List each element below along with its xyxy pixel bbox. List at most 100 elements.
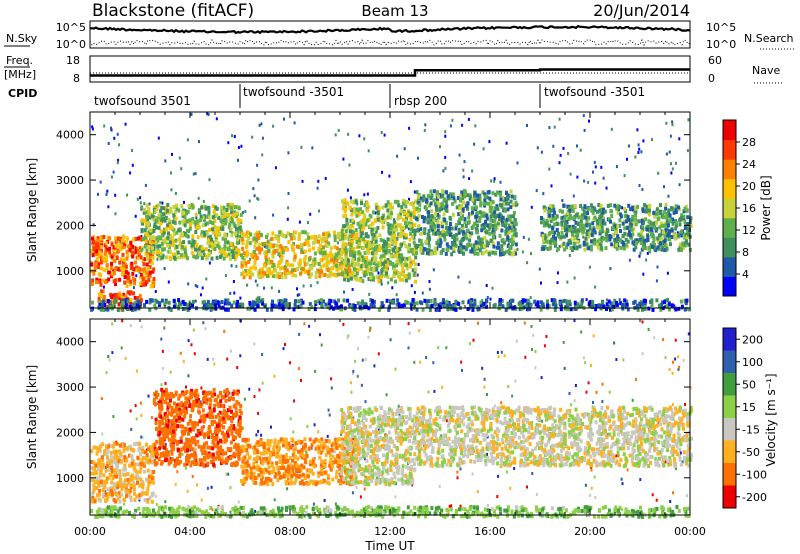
scatter-cell (214, 238, 218, 243)
scatter-cell (335, 246, 339, 251)
scatter-cell (253, 260, 257, 265)
beam-title: Beam 13 (361, 2, 428, 20)
scatter-cell (323, 251, 327, 255)
scatter-cell (134, 268, 138, 273)
scatter-cell (502, 251, 506, 256)
scatter-cell (542, 219, 546, 224)
scatter-cell (661, 223, 664, 228)
scatter-cell (92, 271, 96, 276)
scatter-cell (433, 202, 437, 207)
noise-point (303, 514, 306, 518)
scatter-cell (466, 201, 470, 206)
scatter-cell (355, 245, 359, 250)
scatter-cell (628, 229, 631, 234)
scatter-cell (668, 213, 672, 218)
scatter-cell (389, 254, 393, 259)
scatter-cell (119, 257, 123, 262)
scatter-cell (295, 244, 299, 249)
scatter-cell (327, 231, 330, 236)
noise-point (328, 413, 331, 417)
scatter-cell (580, 216, 584, 221)
noise-point (174, 192, 177, 195)
noise-point (493, 177, 496, 181)
scatter-cell (396, 298, 400, 303)
scatter-cell (658, 238, 662, 243)
scatter-cell (329, 246, 333, 251)
scatter-cell (294, 230, 297, 235)
scatter-cell (176, 255, 180, 260)
scatter-cell (267, 271, 271, 276)
scatter-cell (104, 254, 108, 259)
scatter-cell (355, 240, 359, 245)
noise-point (623, 174, 626, 178)
scatter-cell (602, 207, 605, 212)
noise-point (515, 339, 518, 343)
scatter-cell (407, 243, 411, 248)
scatter-cell (352, 210, 356, 215)
scatter-cell (470, 206, 474, 211)
scatter-cell (280, 251, 284, 256)
scatter-cell (112, 271, 116, 276)
scatter-cell (487, 201, 490, 206)
scatter-cell (427, 214, 431, 219)
scatter-cell (367, 261, 371, 266)
scatter-cell (426, 217, 430, 222)
scatter-cell (667, 208, 671, 213)
noise-point (106, 189, 109, 193)
noise-point (582, 235, 585, 239)
scatter-cell (395, 259, 399, 264)
scatter-cell (506, 235, 510, 240)
scatter-cell (465, 193, 469, 198)
scatter-cell (475, 214, 479, 219)
scatter-cell (462, 200, 466, 205)
scatter-cell (498, 252, 502, 257)
scatter-cell (345, 264, 349, 269)
noise-point (540, 281, 542, 285)
scatter-cell (600, 214, 603, 219)
scatter-cell (91, 253, 95, 258)
noise-point (254, 509, 257, 513)
scatter-cell (631, 240, 635, 245)
scatter-cell (572, 216, 576, 221)
scatter-cell (651, 241, 655, 245)
noise-point (440, 434, 443, 438)
scatter-cell (271, 231, 275, 236)
scatter-cell (356, 221, 360, 226)
scatter-cell (402, 217, 405, 222)
scatter-cell (649, 224, 653, 229)
scatter-cell (135, 299, 139, 304)
scatter-cell (507, 201, 511, 206)
scatter-cell (257, 299, 261, 304)
scatter-cell (358, 242, 362, 247)
scatter-cell (511, 228, 514, 233)
scatter-cell (372, 304, 376, 309)
noise-point (410, 284, 413, 288)
scatter-cell (483, 198, 487, 203)
scatter-cell (110, 469, 114, 474)
scatter-cell (566, 204, 570, 209)
noise-point (136, 197, 139, 201)
scatter-cell (280, 266, 284, 271)
scatter-cell (287, 240, 291, 245)
noise-point (433, 389, 436, 393)
scatter-cell (340, 199, 344, 204)
scatter-cell (568, 208, 572, 213)
scatter-cell (129, 279, 133, 284)
scatter-cell (262, 263, 266, 268)
scatter-cell (479, 201, 483, 205)
noise-point (441, 385, 444, 389)
scatter-cell (634, 245, 638, 250)
scatter-cell (313, 234, 316, 239)
scatter-cell (325, 261, 329, 266)
scatter-cell (413, 207, 417, 211)
scatter-cell (374, 202, 378, 207)
scatter-cell (423, 197, 427, 202)
scatter-cell (308, 248, 311, 253)
noise-point (237, 500, 240, 504)
power-scatter (90, 112, 693, 312)
noise-point (621, 482, 624, 486)
scatter-cell (429, 201, 433, 206)
scatter-cell (103, 295, 106, 299)
noise-point (615, 454, 618, 458)
